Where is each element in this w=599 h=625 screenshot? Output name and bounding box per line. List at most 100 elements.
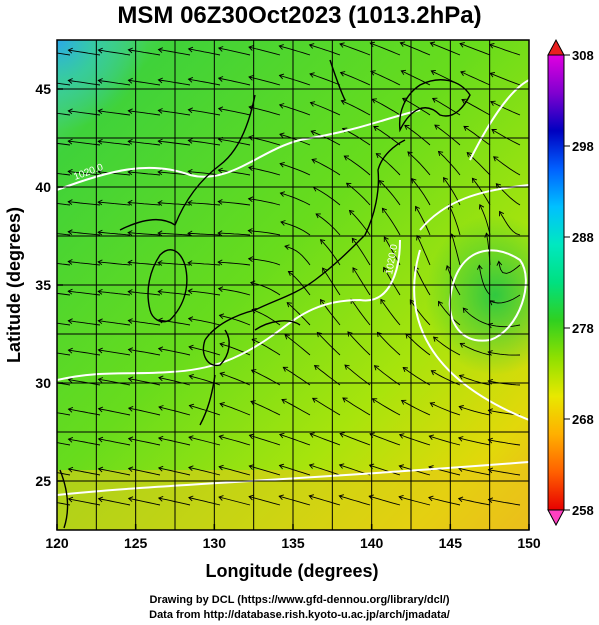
streamline: [416, 235, 431, 266]
streamline-arrow: [188, 373, 194, 380]
streamline-arrow: [38, 319, 42, 324]
streamline: [310, 102, 341, 116]
streamline-arrow: [445, 264, 451, 271]
streamline: [218, 466, 251, 476]
colorbar-ticks: 258 268 278 288 298 308: [564, 48, 594, 518]
streamline-arrow: [429, 41, 436, 47]
streamline-arrow: [487, 322, 494, 329]
colorbar-max-arrow: [547, 38, 565, 56]
y-tick-label: 45: [35, 81, 51, 97]
streamline: [280, 192, 311, 206]
streamline: [281, 399, 311, 416]
streamline: [373, 126, 401, 146]
shikoku-coast: [254, 320, 301, 331]
streamline-arrow: [339, 432, 345, 438]
streamline-arrow: [280, 220, 286, 226]
streamline: [370, 42, 401, 56]
streamline: [128, 467, 161, 476]
streamline-arrow: [157, 77, 163, 84]
streamline-arrow: [458, 374, 465, 380]
streamline-arrow: [371, 98, 377, 104]
streamline: [98, 140, 131, 146]
streamline: [158, 467, 191, 476]
streamline-arrow: [462, 307, 468, 313]
streamline: [399, 434, 431, 446]
streamline-arrow: [278, 103, 285, 109]
streamline-arrow: [398, 464, 405, 470]
streamline-arrow: [97, 169, 103, 175]
streamline: [128, 49, 161, 56]
streamline-arrow: [38, 348, 42, 353]
streamline-arrow: [489, 72, 495, 78]
streamline-arrow: [97, 318, 103, 325]
streamline: [313, 186, 341, 206]
streamline: [430, 42, 461, 56]
streamline: [128, 378, 161, 386]
streamline: [369, 495, 401, 506]
streamline-arrow: [97, 199, 103, 206]
streamline: [98, 49, 131, 56]
streamline: [57, 263, 71, 266]
streamline-arrow: [67, 466, 74, 473]
x-tick-label: 130: [203, 535, 227, 551]
streamline-arrow: [404, 124, 410, 130]
streamline: [128, 201, 161, 206]
streamline-arrow: [38, 139, 42, 144]
x-tick-label: 125: [124, 535, 148, 551]
streamline-arrow: [188, 344, 194, 351]
streamline-arrow: [157, 346, 164, 353]
streamline: [248, 46, 281, 56]
streamline-arrow: [279, 132, 285, 138]
streamline: [451, 233, 461, 266]
streamline: [342, 397, 371, 416]
isotherm: [413, 249, 529, 421]
streamline-arrow: [97, 436, 104, 443]
streamline-arrow: [67, 288, 73, 295]
streamline-arrow: [187, 230, 193, 237]
streamline: [158, 109, 191, 116]
streamline-arrow: [158, 405, 164, 411]
isotherm: [469, 79, 529, 161]
streamline-arrow: [311, 158, 317, 164]
streamline: [376, 153, 401, 176]
hokkaido-coast: [398, 79, 471, 133]
streamline: [218, 108, 251, 116]
kyushu-coast: [202, 329, 230, 367]
streamline-arrow: [401, 97, 408, 103]
streamline: [488, 469, 521, 476]
streamline-arrow: [342, 397, 348, 403]
streamline-arrow: [187, 260, 193, 266]
x-tick-label: 135: [281, 535, 305, 551]
streamline: [402, 98, 431, 116]
streamline: [158, 140, 191, 146]
taiwan-coast: [59, 469, 69, 529]
streamline-arrow: [187, 76, 194, 83]
streamline-arrow: [411, 178, 417, 184]
streamline: [409, 299, 431, 326]
streamline: [309, 73, 341, 86]
streamline: [98, 438, 131, 446]
streamline-arrow: [67, 318, 73, 325]
streamline-arrow: [278, 494, 284, 501]
streamline-arrow: [67, 229, 73, 235]
streamline: [411, 178, 431, 206]
streamline-arrow: [383, 266, 389, 273]
streamline: [98, 378, 131, 386]
streamline-arrow: [127, 138, 133, 145]
streamline: [279, 433, 311, 446]
streamline: [218, 47, 251, 56]
streamline: [128, 110, 161, 116]
streamline: [57, 112, 71, 116]
streamline: [383, 236, 401, 266]
credit-drawing: Drawing by DCL (https://www.gfd-dennou.o…: [149, 594, 450, 606]
streamline-arrow: [67, 138, 73, 145]
streamline-arrow: [247, 256, 254, 262]
streamline-arrow: [38, 48, 42, 53]
colorbar-tick-label: 288: [572, 230, 594, 245]
streamline: [284, 334, 311, 356]
streamline-arrow: [380, 298, 386, 305]
streamline-arrow: [278, 73, 285, 80]
streamline-arrow: [187, 107, 193, 114]
streamline: [493, 156, 521, 176]
streamline: [249, 465, 281, 476]
